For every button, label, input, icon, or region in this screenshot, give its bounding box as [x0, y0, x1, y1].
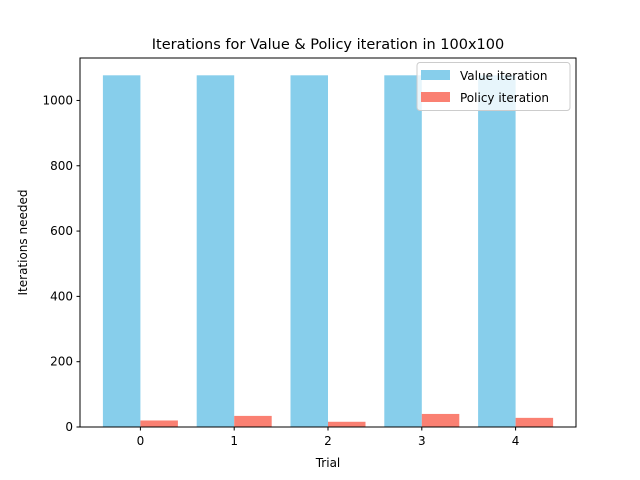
- bar-value-iteration-2: [290, 75, 328, 428]
- x-tick-label: 3: [418, 434, 426, 448]
- y-axis-label: Iterations needed: [16, 190, 30, 296]
- plot-frame: [79, 57, 577, 428]
- legend: Value iteration Policy iteration: [416, 62, 571, 111]
- legend-box: [416, 62, 571, 111]
- x-tick-label: 4: [512, 434, 520, 448]
- bar-value-iteration-4: [478, 75, 516, 428]
- y-tick-label: 600: [50, 224, 73, 238]
- legend-label: Policy iteration: [460, 91, 549, 105]
- y-tick-label: 400: [50, 289, 73, 303]
- bars-group: [102, 75, 554, 428]
- bar-value-iteration-0: [102, 75, 141, 428]
- x-tick-label: 1: [230, 434, 238, 448]
- x-axis: 0 1 2 3 4: [137, 427, 520, 448]
- legend-swatch: [421, 92, 450, 102]
- y-axis: 0 200 400 600 800 1000: [42, 93, 80, 434]
- bar-policy-iteration-2: [328, 421, 366, 427]
- y-tick-label: 0: [65, 420, 73, 434]
- x-tick-label: 2: [324, 434, 332, 448]
- x-tick-label: 0: [137, 434, 145, 448]
- bar-policy-iteration-1: [234, 415, 272, 427]
- y-tick-label: 200: [50, 355, 73, 369]
- legend-swatch: [421, 70, 450, 80]
- bar-value-iteration-3: [384, 75, 422, 428]
- bar-value-iteration-1: [196, 75, 235, 428]
- bar-policy-iteration-3: [421, 413, 460, 427]
- bar-policy-iteration-0: [140, 420, 178, 427]
- y-tick-label: 1000: [42, 93, 73, 107]
- x-axis-label: Trial: [315, 456, 341, 470]
- legend-label: Value iteration: [460, 69, 547, 83]
- y-tick-label: 800: [50, 159, 73, 173]
- bar-policy-iteration-4: [515, 417, 554, 427]
- chart-title: Iterations for Value & Policy iteration …: [152, 37, 505, 53]
